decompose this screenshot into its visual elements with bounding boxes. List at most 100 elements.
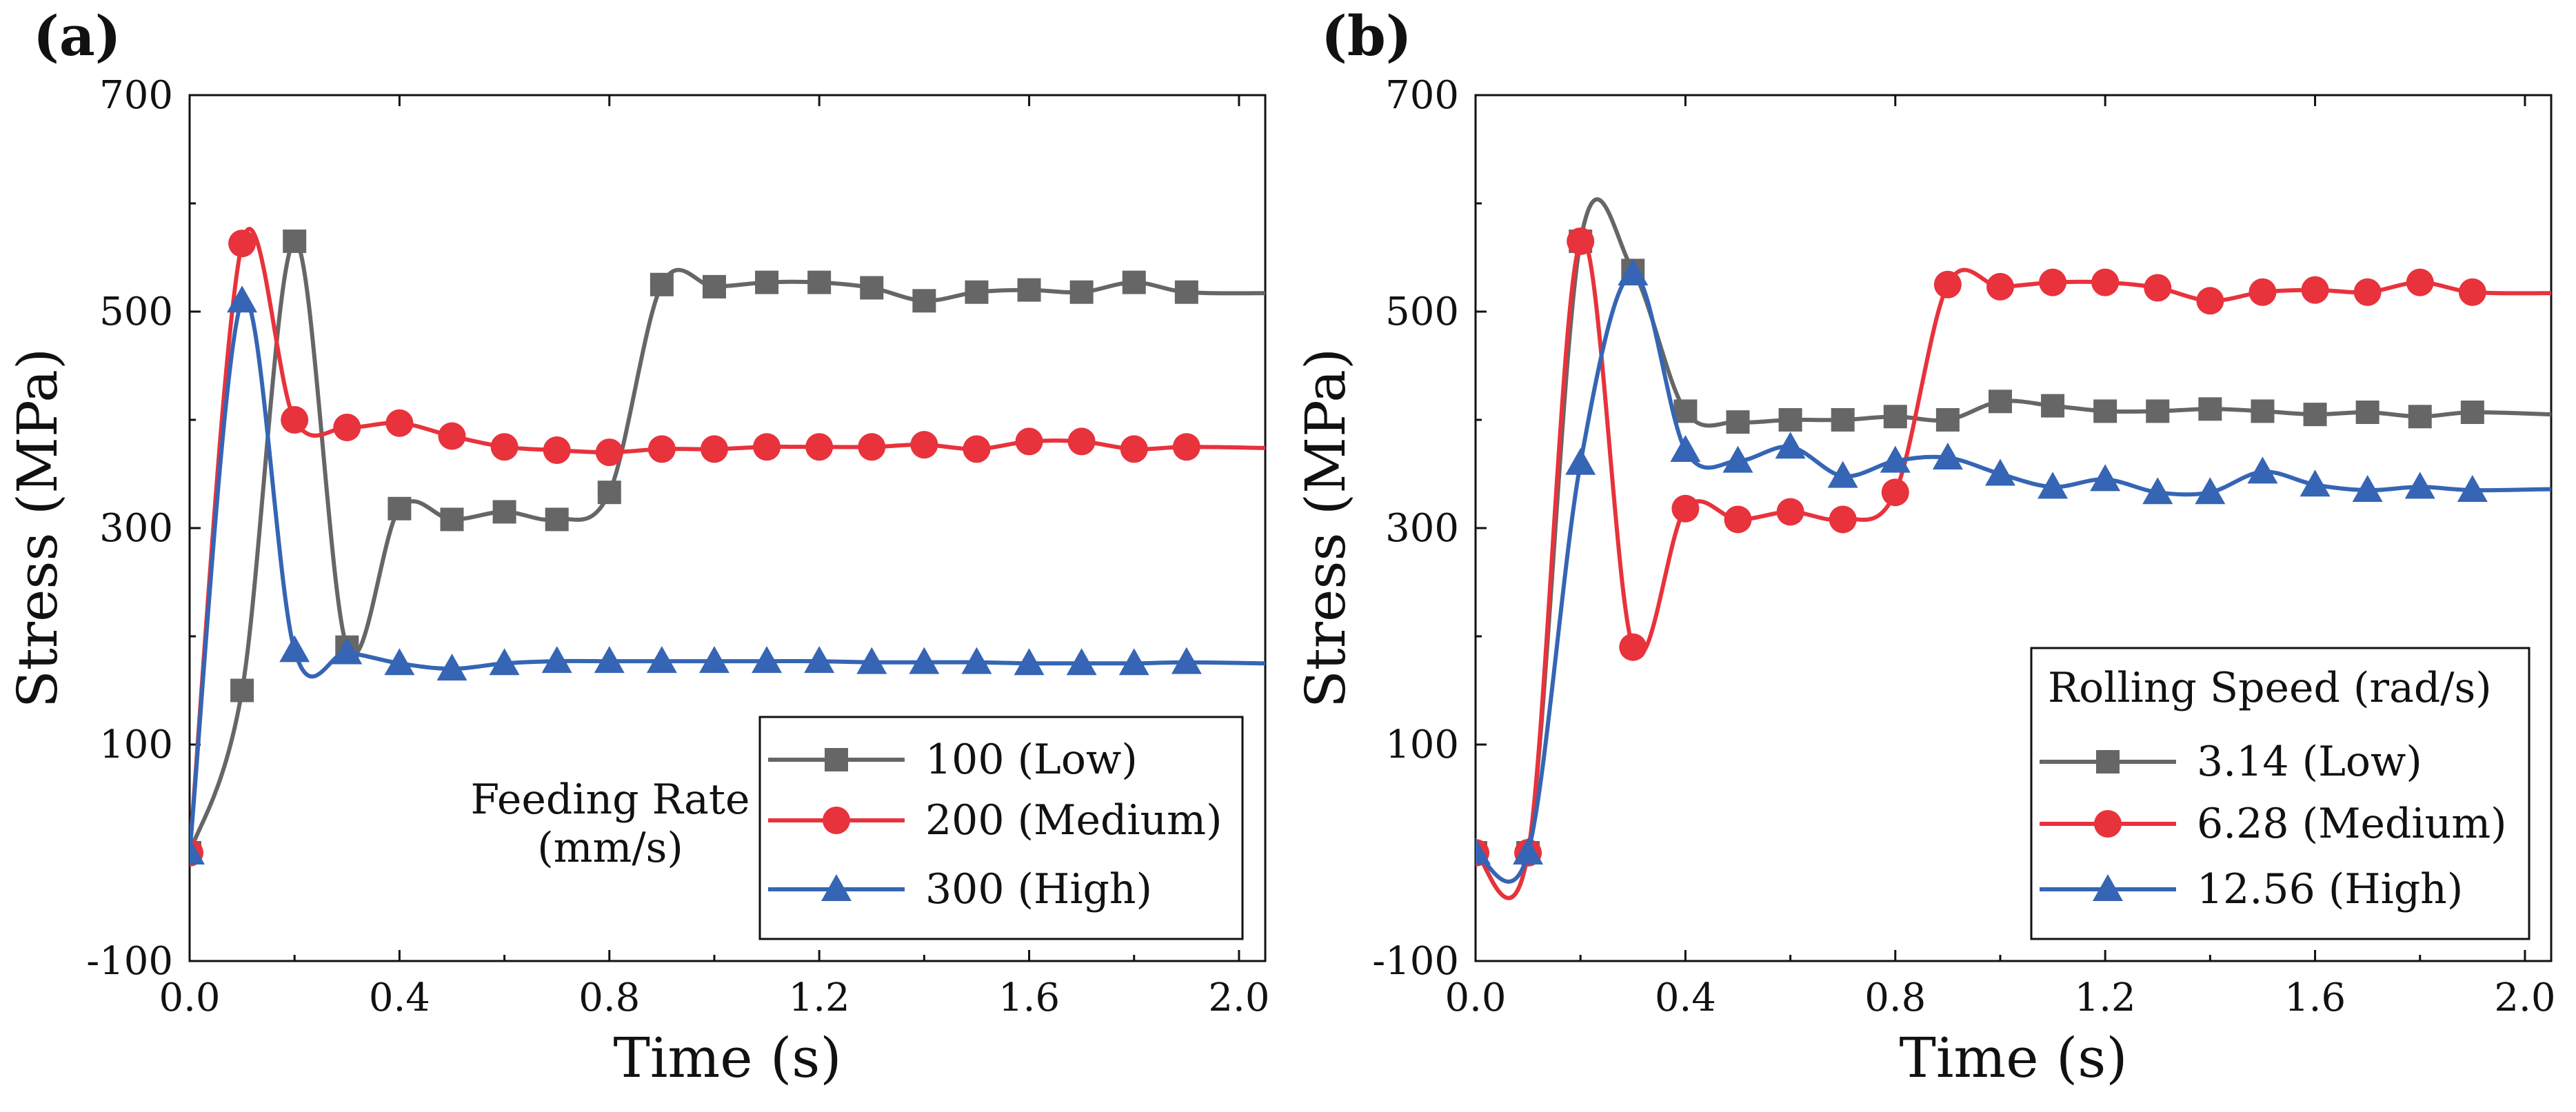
data-point xyxy=(489,648,520,676)
series-circle xyxy=(190,226,1265,867)
data-point xyxy=(700,435,728,463)
data-point xyxy=(440,507,464,532)
data-point xyxy=(2460,401,2484,425)
data-point xyxy=(1775,432,1806,459)
data-point xyxy=(2406,268,2434,296)
legend-swatch-marker xyxy=(825,748,848,771)
legend-swatch-marker xyxy=(821,874,852,901)
data-point xyxy=(961,647,992,674)
panel-b: (b) 0.0 0.4 0.8 1.2 1.6 2.0 -100 100 300 500 700 Tim… xyxy=(1294,3,2555,1090)
data-point xyxy=(2301,276,2329,304)
data-point xyxy=(545,507,569,532)
data-point xyxy=(2248,278,2277,306)
x-tick-label: 2.0 xyxy=(1208,975,1269,1020)
data-point xyxy=(805,433,834,461)
y-axis-title: Stress (MPa) xyxy=(1294,348,1358,708)
data-point xyxy=(597,481,621,505)
data-point xyxy=(965,280,989,304)
data-point xyxy=(804,646,835,674)
data-point xyxy=(1015,427,1043,456)
data-point xyxy=(2091,268,2120,296)
y-tick-label: 100 xyxy=(99,722,173,767)
data-point xyxy=(2355,401,2379,425)
data-point xyxy=(856,647,887,674)
legend-label: 6.28 (Medium) xyxy=(2197,800,2507,848)
x-tick-label: 0.0 xyxy=(1445,975,1506,1020)
data-point xyxy=(1567,227,1595,255)
legend: 3.14 (Low) 6.28 (Medium) 12.56 (High) xyxy=(2030,647,2530,940)
data-point xyxy=(2251,399,2275,423)
x-tick-label: 1.6 xyxy=(2284,975,2346,1020)
data-point xyxy=(283,229,307,253)
data-point xyxy=(1014,648,1045,676)
data-point xyxy=(2142,477,2173,505)
data-point xyxy=(860,276,884,300)
data-point xyxy=(1066,648,1097,676)
data-point xyxy=(384,648,415,676)
data-point xyxy=(2457,475,2488,503)
panel-label: (a) xyxy=(33,3,121,68)
data-point xyxy=(388,496,412,520)
data-point xyxy=(1670,434,1701,462)
data-point xyxy=(2195,477,2226,505)
legend-title: Rolling Speed (rad/s) xyxy=(2048,664,2492,712)
legend-label: 100 (Low) xyxy=(925,736,1138,784)
data-point xyxy=(1986,272,2014,301)
data-point xyxy=(2039,268,2067,296)
x-tick-label: 1.2 xyxy=(2075,975,2136,1020)
legend-swatch-marker xyxy=(2094,810,2122,838)
data-point xyxy=(436,654,467,681)
data-point xyxy=(1618,259,1649,286)
series-square xyxy=(1476,197,2551,900)
data-point xyxy=(385,409,414,437)
data-point xyxy=(1722,445,1753,473)
data-point xyxy=(281,406,309,434)
data-point xyxy=(1171,647,1202,674)
data-point xyxy=(1933,270,1962,299)
data-point xyxy=(492,500,516,524)
data-point xyxy=(2352,475,2383,503)
data-point xyxy=(1513,838,1544,865)
data-point xyxy=(2093,399,2117,423)
data-point xyxy=(2353,278,2382,306)
y-tick-label: 500 xyxy=(99,290,173,334)
panel-a: (a) 0.0 0.4 0.8 1.2 1.6 2.0 -100 100 300 500 700 Tim… xyxy=(6,3,1269,1090)
data-point xyxy=(1172,433,1200,461)
x-tick-label: 1.2 xyxy=(789,975,850,1020)
legend-title: (mm/s) xyxy=(537,824,683,872)
data-point xyxy=(541,646,572,674)
data-point xyxy=(2041,394,2065,418)
data-point xyxy=(1984,458,2015,486)
data-point xyxy=(2146,399,2170,423)
data-point xyxy=(1881,478,1909,507)
legend-label: 12.56 (High) xyxy=(2197,865,2463,913)
data-point xyxy=(279,635,310,663)
data-point xyxy=(1122,270,1146,294)
data-point xyxy=(702,274,726,299)
y-tick-label: 300 xyxy=(1385,506,1459,551)
data-point xyxy=(753,433,781,461)
data-point xyxy=(1935,408,1960,432)
data-point xyxy=(807,270,832,294)
legend-label: 200 (Medium) xyxy=(925,796,1222,845)
x-axis-title: Time (s) xyxy=(613,1026,841,1090)
series-square xyxy=(190,229,1265,865)
data-point xyxy=(1829,505,1857,534)
data-point xyxy=(594,646,625,674)
data-point xyxy=(963,435,991,463)
data-point xyxy=(1778,408,1802,432)
data-point xyxy=(1883,405,1907,429)
data-point xyxy=(646,646,677,674)
data-point xyxy=(1619,633,1647,661)
data-point xyxy=(1671,494,1700,523)
data-point xyxy=(2303,403,2327,427)
panel-label: (b) xyxy=(1321,3,1412,68)
data-point xyxy=(2090,464,2121,492)
data-point xyxy=(698,646,729,674)
data-point xyxy=(2300,469,2331,497)
data-point xyxy=(190,838,205,865)
x-tick-label: 0.4 xyxy=(369,975,430,1020)
data-point xyxy=(333,413,361,441)
data-point xyxy=(2404,472,2435,499)
data-point xyxy=(858,433,886,461)
